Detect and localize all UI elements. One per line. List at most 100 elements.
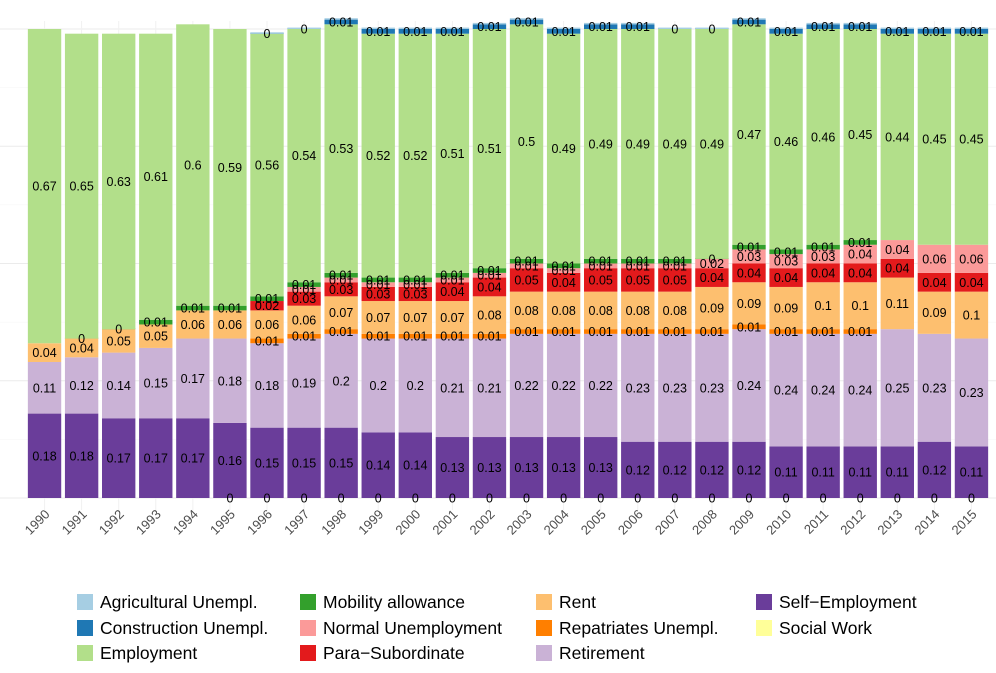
bar-segment-mobility-allowance xyxy=(250,296,284,302)
data-label: 0.01 xyxy=(366,330,390,344)
bar-segment-retirement xyxy=(584,333,618,438)
bar-segment-rent xyxy=(250,310,284,339)
data-label: 0.01 xyxy=(626,20,650,34)
x-tick-label: 2007 xyxy=(652,507,683,538)
x-tick-label: 1994 xyxy=(170,507,201,538)
legend-swatch xyxy=(300,645,316,661)
bar-segment-self-employment xyxy=(213,422,247,498)
legend-swatch xyxy=(756,594,772,610)
data-label: 0.01 xyxy=(700,325,724,339)
bar-segment-rent xyxy=(139,324,173,348)
data-label: 0.01 xyxy=(292,283,316,297)
legend: Agricultural Unempl. Construction Unempl.… xyxy=(77,592,917,663)
data-label: 0 xyxy=(264,492,271,506)
data-label: 0.01 xyxy=(848,325,872,339)
bar-segment-retirement xyxy=(64,357,99,414)
data-label: 0.01 xyxy=(626,259,650,273)
bar-segment-agricultural-unempl xyxy=(584,22,618,25)
data-label: 0.09 xyxy=(737,297,761,311)
x-tick-label: 2009 xyxy=(726,507,757,538)
data-label: 0.01 xyxy=(589,255,613,269)
bar-segment-self-employment xyxy=(658,441,692,498)
data-label: 0.45 xyxy=(848,128,872,142)
data-label: 0.21 xyxy=(440,381,464,395)
data-label: 0.06 xyxy=(959,252,983,266)
x-tick-label: 1998 xyxy=(318,507,349,538)
bar-segment-repatriates-unempl xyxy=(361,333,395,339)
x-tick-label: 2013 xyxy=(874,507,905,538)
legend-label: Para−Subordinate xyxy=(323,643,465,663)
data-label: 0.12 xyxy=(663,463,687,477)
bar-segment-self-employment xyxy=(176,418,210,498)
bar-segment-construction-unempl xyxy=(732,19,766,25)
bar-segment-employment xyxy=(917,33,952,245)
data-label: 0.1 xyxy=(814,299,831,313)
bar-segment-normal-unemployment xyxy=(584,263,618,269)
bar-segment-para-subordinate xyxy=(361,286,395,302)
data-label: 0.01 xyxy=(255,334,279,348)
data-label: 0.01 xyxy=(477,264,501,278)
x-tick-label: 1995 xyxy=(207,507,238,538)
bar-segment-employment xyxy=(398,33,432,278)
data-label: 0.08 xyxy=(477,309,501,323)
bar-segment-rent xyxy=(769,286,803,330)
data-label: 0.51 xyxy=(440,147,464,161)
data-label: 0.12 xyxy=(626,463,650,477)
data-label: 0.07 xyxy=(403,311,427,325)
x-tick-label: 2006 xyxy=(615,507,646,538)
x-tick-label: 2008 xyxy=(689,507,720,538)
data-label: 0 xyxy=(857,492,864,506)
bar-segment-self-employment xyxy=(102,418,136,498)
data-label: 0.24 xyxy=(737,379,761,393)
bar-segment-agricultural-unempl xyxy=(398,27,432,29)
data-label: 0.01 xyxy=(811,241,835,255)
data-label: 0.01 xyxy=(329,269,353,283)
data-label: 0.49 xyxy=(589,137,613,151)
legend-swatch xyxy=(536,645,552,661)
legend-label: Construction Unempl. xyxy=(100,618,268,638)
data-label: 0.17 xyxy=(181,452,205,466)
bar-segment-retirement xyxy=(102,352,136,419)
bar-segment-repatriates-unempl xyxy=(250,338,284,344)
data-label: 0.01 xyxy=(144,316,168,330)
bar-segment-employment xyxy=(324,24,358,273)
bar-segment-normal-unemployment xyxy=(732,249,766,264)
bar-segment-employment xyxy=(102,33,136,330)
data-label: 0.01 xyxy=(181,302,205,316)
data-label: 0 xyxy=(708,252,715,266)
data-label: 0.01 xyxy=(329,15,353,29)
bar-segment-construction-unempl xyxy=(769,29,803,34)
bar-segment-para-subordinate xyxy=(658,268,692,292)
bar-segment-mobility-allowance xyxy=(139,319,173,325)
legend-swatch xyxy=(300,594,316,610)
bar-segment-normal-unemployment xyxy=(954,244,989,273)
legend-swatch xyxy=(756,620,772,636)
legend-swatch xyxy=(77,645,93,661)
data-label: 0 xyxy=(820,492,827,506)
bar-segment-para-subordinate xyxy=(584,268,618,292)
data-label: 0.01 xyxy=(589,20,613,34)
data-label: 0.05 xyxy=(663,273,687,287)
data-label: 0.49 xyxy=(663,137,687,151)
data-label: 0.04 xyxy=(551,276,575,290)
data-label: 0.17 xyxy=(181,372,205,386)
data-label: 0.45 xyxy=(959,133,983,147)
data-label: 0.45 xyxy=(922,133,946,147)
x-tick-label: 2004 xyxy=(541,507,572,538)
data-label: 0.12 xyxy=(700,463,724,477)
data-label: 0 xyxy=(708,492,715,506)
bar-segment-construction-unempl xyxy=(621,24,655,29)
x-tick-label: 1999 xyxy=(355,507,386,538)
bar-segment-employment xyxy=(213,29,247,306)
bar-segment-para-subordinate xyxy=(880,258,914,278)
bar-segment-employment xyxy=(769,33,803,250)
data-label: 0 xyxy=(338,492,345,506)
bar-segment-employment xyxy=(584,29,618,259)
bar-segment-retirement xyxy=(27,361,62,414)
data-label: 0.11 xyxy=(886,466,909,480)
x-tick-label: 1996 xyxy=(244,507,275,538)
bar-segment-para-subordinate xyxy=(435,282,470,302)
data-label: 0.09 xyxy=(922,306,946,320)
bar-segment-employment xyxy=(472,29,507,269)
x-tick-label: 2005 xyxy=(578,507,609,538)
